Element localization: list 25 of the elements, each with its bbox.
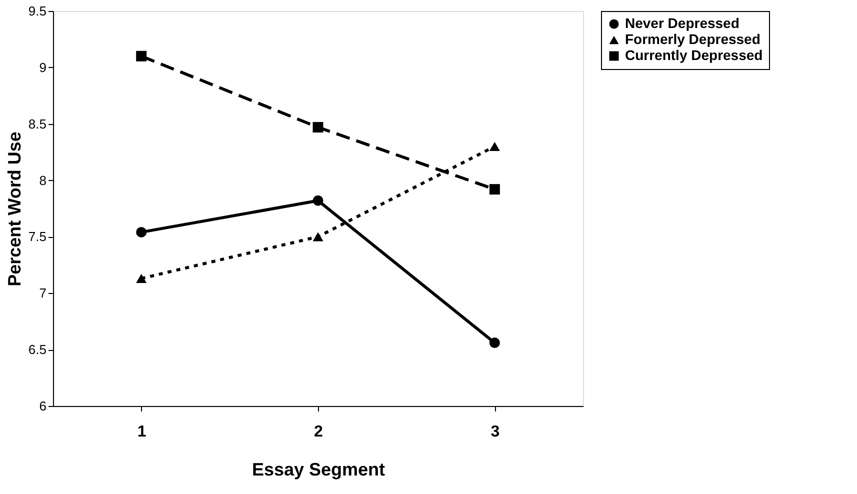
y-tick-label: 7.5 xyxy=(28,229,46,244)
y-tick-label: 9 xyxy=(39,60,46,75)
point xyxy=(489,338,500,348)
y-tick-label: 7 xyxy=(39,286,46,301)
point xyxy=(136,226,147,238)
y-tick-label: 8.5 xyxy=(28,116,46,132)
point xyxy=(312,122,324,132)
point xyxy=(136,274,147,284)
legend-label: Formerly Depressed xyxy=(625,31,760,47)
point xyxy=(312,232,324,242)
point xyxy=(312,195,324,206)
x-tick-label: 3 xyxy=(490,424,500,440)
x-tick-label: 2 xyxy=(314,424,324,440)
point xyxy=(136,50,147,62)
x-tick-label: 1 xyxy=(137,424,146,440)
x-axis-title: Essay Segment xyxy=(252,460,386,480)
y-axis-title: Percent Word Use xyxy=(4,132,24,286)
point xyxy=(489,142,500,151)
legend-label: Never Depressed xyxy=(625,15,740,31)
y-tick-label: 8 xyxy=(39,172,46,188)
y-tick-label: 9.5 xyxy=(28,4,46,18)
legend-label: Currently Depressed xyxy=(625,47,763,63)
point xyxy=(489,184,500,195)
y-tick-label: 6.5 xyxy=(28,342,46,358)
y-tick-label: 6 xyxy=(39,398,46,414)
